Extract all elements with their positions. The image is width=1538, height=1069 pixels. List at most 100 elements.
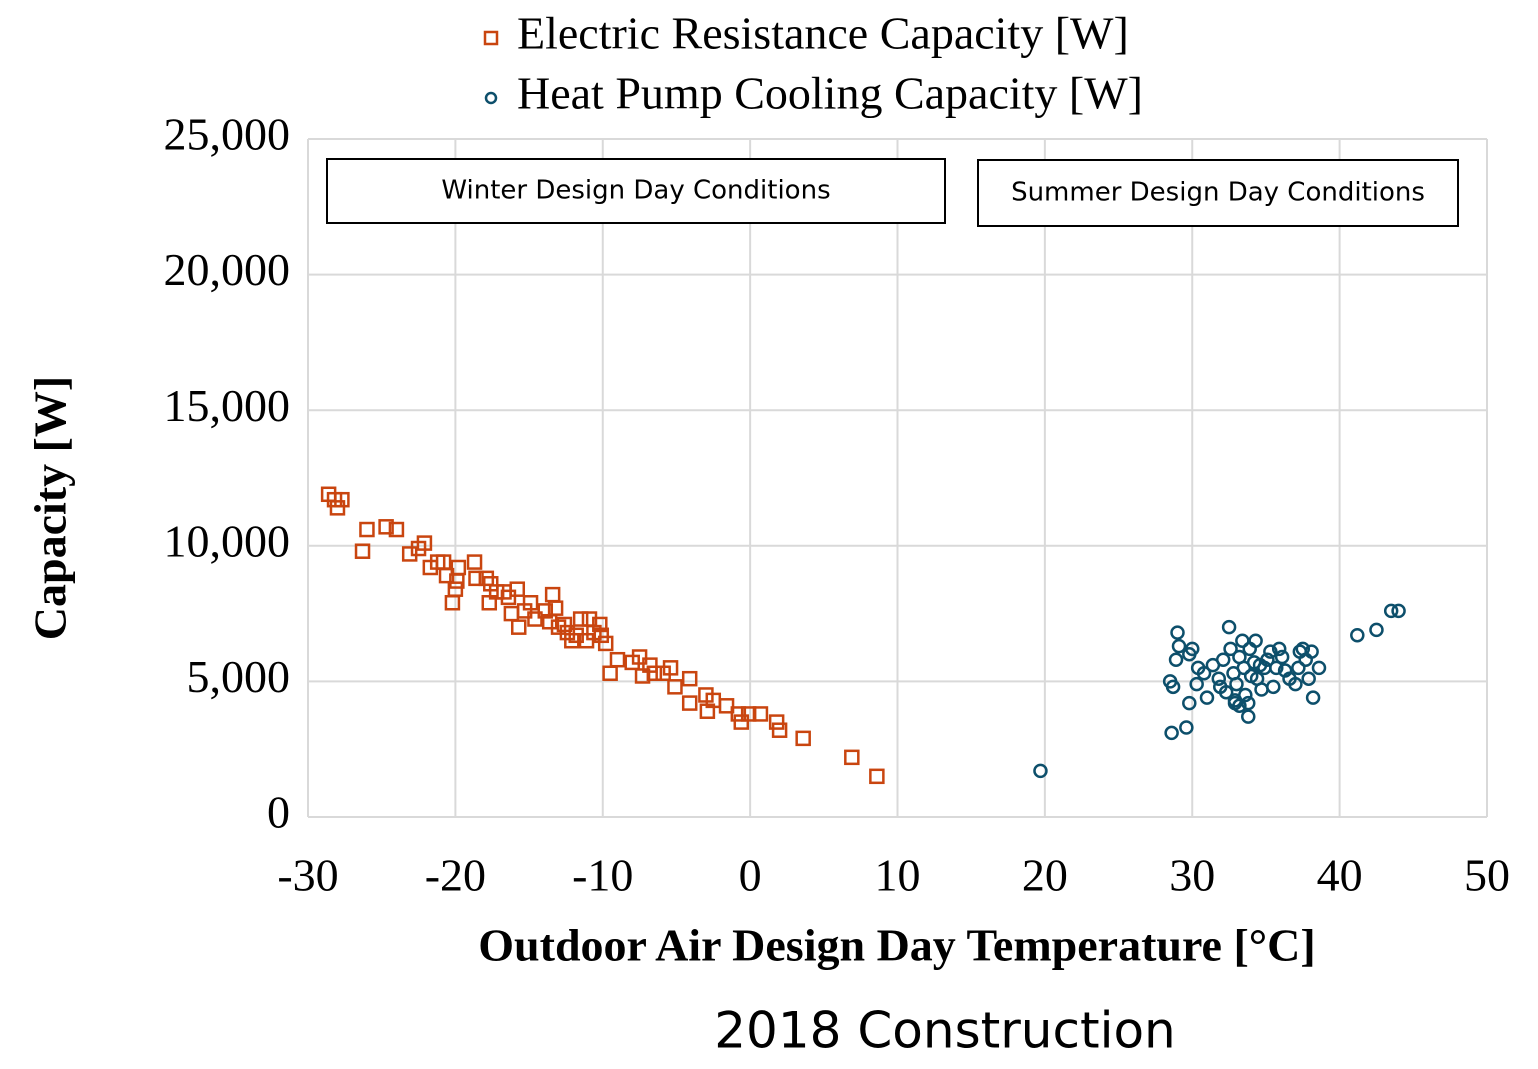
marker bbox=[771, 722, 788, 738]
marker bbox=[844, 749, 860, 766]
marker bbox=[662, 660, 679, 676]
annotation: Summer Design Day Conditions bbox=[1011, 178, 1425, 208]
marker bbox=[1269, 660, 1284, 676]
marker bbox=[667, 679, 683, 695]
chart-title: 2018 Construction bbox=[714, 1002, 1176, 1060]
y-axis-title: Capacity [W] bbox=[25, 376, 76, 640]
marker bbox=[1179, 720, 1194, 735]
marker bbox=[1254, 682, 1269, 697]
marker bbox=[1383, 603, 1399, 619]
y-tick-label: 20,000 bbox=[164, 244, 291, 295]
marker bbox=[503, 605, 520, 622]
marker bbox=[522, 595, 539, 611]
marker bbox=[597, 635, 614, 652]
marker bbox=[795, 730, 811, 747]
marker bbox=[537, 603, 554, 619]
marker bbox=[444, 595, 461, 611]
marker bbox=[1223, 641, 1238, 657]
marker bbox=[509, 581, 526, 597]
marker bbox=[1218, 684, 1234, 700]
marker bbox=[768, 714, 785, 730]
marker bbox=[609, 651, 626, 668]
annotation: Winter Design Day Conditions bbox=[441, 176, 830, 206]
annotation-box bbox=[326, 158, 946, 224]
legend-marker bbox=[483, 30, 499, 46]
x-tick-label: 20 bbox=[1022, 850, 1068, 901]
marker bbox=[329, 500, 346, 516]
x-tick-label: 50 bbox=[1464, 850, 1510, 901]
marker bbox=[1369, 622, 1384, 638]
marker bbox=[1304, 644, 1319, 659]
marker bbox=[1235, 633, 1250, 648]
marker bbox=[1168, 652, 1184, 667]
marker bbox=[556, 616, 573, 633]
marker bbox=[544, 586, 561, 603]
marker bbox=[1171, 638, 1187, 654]
marker bbox=[730, 706, 747, 722]
marker bbox=[681, 695, 698, 711]
marker bbox=[593, 627, 610, 644]
marker bbox=[1215, 652, 1231, 667]
marker bbox=[1266, 679, 1281, 695]
y-tick-label: 10,000 bbox=[164, 515, 291, 566]
x-tick-label: -10 bbox=[572, 850, 633, 901]
marker bbox=[416, 535, 433, 551]
marker bbox=[752, 706, 769, 722]
x-tick-label: 30 bbox=[1169, 850, 1215, 901]
legend-label: Heat Pump Cooling Capacity [W] bbox=[517, 68, 1143, 119]
y-tick-label: 25,000 bbox=[164, 109, 291, 160]
marker bbox=[388, 521, 405, 538]
marker bbox=[642, 657, 658, 673]
marker bbox=[510, 619, 527, 635]
marker bbox=[447, 581, 464, 597]
marker bbox=[646, 665, 663, 682]
marker bbox=[869, 768, 885, 785]
marker bbox=[572, 611, 589, 627]
marker bbox=[1221, 619, 1237, 635]
y-tick-label: 0 bbox=[267, 787, 290, 838]
marker bbox=[1305, 690, 1321, 705]
marker bbox=[1350, 628, 1365, 643]
marker bbox=[718, 698, 735, 714]
marker bbox=[359, 521, 375, 538]
marker bbox=[1288, 676, 1303, 692]
marker bbox=[334, 491, 350, 508]
annotation-box bbox=[977, 159, 1459, 227]
marker bbox=[1291, 660, 1306, 676]
marker bbox=[1196, 666, 1212, 681]
x-tick-label: -30 bbox=[277, 850, 338, 901]
marker bbox=[1248, 633, 1263, 648]
x-tick-label: -20 bbox=[425, 850, 486, 901]
marker bbox=[1241, 695, 1256, 711]
y-tick-label: 15,000 bbox=[164, 380, 291, 431]
x-tick-label: 10 bbox=[875, 850, 921, 901]
x-axis-title: Outdoor Air Design Day Temperature [°C] bbox=[478, 920, 1315, 971]
marker bbox=[559, 624, 576, 641]
marker bbox=[1170, 625, 1185, 640]
marker bbox=[1311, 660, 1327, 676]
legend-marker bbox=[484, 91, 498, 105]
marker bbox=[1227, 693, 1243, 708]
marker bbox=[354, 543, 371, 559]
marker bbox=[468, 570, 484, 587]
marker bbox=[1211, 671, 1227, 686]
marker bbox=[527, 611, 543, 627]
marker bbox=[602, 665, 618, 682]
marker bbox=[547, 600, 564, 616]
marker bbox=[1199, 690, 1215, 705]
marker bbox=[450, 559, 467, 576]
marker bbox=[1391, 603, 1406, 619]
y-tick-label: 5,000 bbox=[187, 651, 291, 702]
legend-label: Electric Resistance Capacity [W] bbox=[517, 8, 1129, 59]
marker bbox=[1263, 644, 1278, 659]
marker bbox=[1165, 679, 1181, 695]
x-tick-label: 0 bbox=[739, 850, 762, 901]
marker bbox=[1229, 676, 1244, 692]
marker bbox=[681, 670, 698, 687]
marker bbox=[378, 519, 394, 535]
marker bbox=[592, 616, 608, 633]
marker bbox=[1274, 649, 1290, 665]
marker bbox=[1189, 676, 1204, 692]
marker bbox=[1301, 671, 1316, 686]
